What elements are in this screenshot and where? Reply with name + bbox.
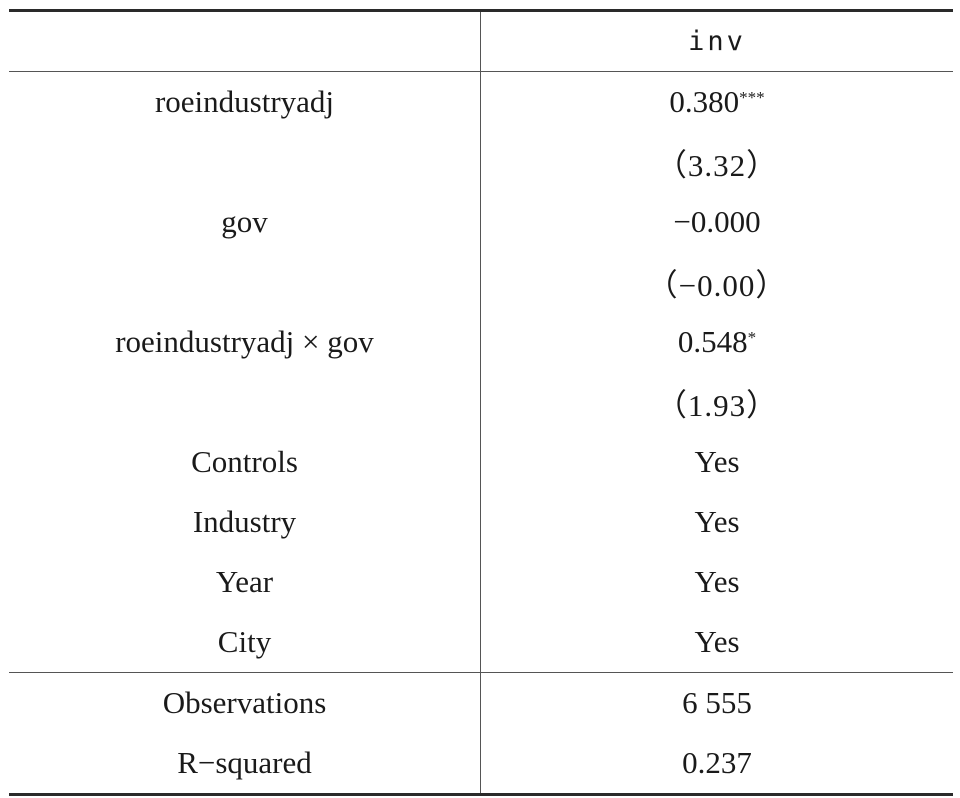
coef-row: gov −0.000 (9, 192, 953, 252)
t-statistic: （−0.00） (646, 267, 788, 303)
coef-row: roeindustryadj 0.380 *** (9, 72, 953, 132)
stat-value: 6 555 (682, 685, 752, 720)
fixed-effect-row: Controls Yes (9, 432, 953, 492)
coefficient-value: 0.380 (669, 84, 740, 119)
fixed-effect-row: City Yes (9, 612, 953, 672)
regression-table: inv roeindustryadj 0.380 *** （3.32） gov −… (9, 9, 953, 796)
tstat-row: （1.93） (9, 372, 953, 432)
variable-label: roeindustryadj (9, 72, 481, 132)
coef-row: roeindustryadj × gov 0.548 * (9, 312, 953, 372)
tstat-row: （−0.00） (9, 252, 953, 312)
stat-value: 0.237 (682, 745, 752, 780)
header-dependent-variable: inv (688, 26, 746, 57)
fixed-effect-label: City (9, 612, 481, 672)
coefficient-value: −0.000 (673, 204, 761, 239)
stat-row: R−squared 0.237 (9, 733, 953, 793)
tstat-row: （3.32） (9, 132, 953, 192)
header-row: inv (9, 12, 953, 72)
t-statistic: （3.32） (655, 147, 779, 183)
fixed-effect-value: Yes (694, 624, 740, 659)
variable-label: gov (9, 192, 481, 252)
stat-label: R−squared (9, 733, 481, 793)
coefficient-cell: −0.000 (481, 192, 953, 252)
variable-label: roeindustryadj × gov (9, 312, 481, 372)
fixed-effect-value: Yes (694, 564, 740, 599)
fixed-effect-value: Yes (694, 504, 740, 539)
fixed-effect-row: Industry Yes (9, 492, 953, 552)
coefficient-cell: 0.380 *** (669, 84, 765, 119)
fixed-effect-value: Yes (694, 444, 740, 479)
coefficient-value: 0.548 (677, 324, 748, 359)
coefficient-cell: 0.548 * (677, 324, 757, 359)
fixed-effect-label: Industry (9, 492, 481, 552)
header-variable-cell (9, 12, 481, 71)
t-statistic: （1.93） (655, 387, 779, 423)
stat-row: Observations 6 555 (9, 672, 953, 733)
fixed-effect-row: Year Yes (9, 552, 953, 612)
fixed-effect-label: Year (9, 552, 481, 612)
fixed-effect-label: Controls (9, 432, 481, 492)
stat-label: Observations (9, 673, 481, 733)
